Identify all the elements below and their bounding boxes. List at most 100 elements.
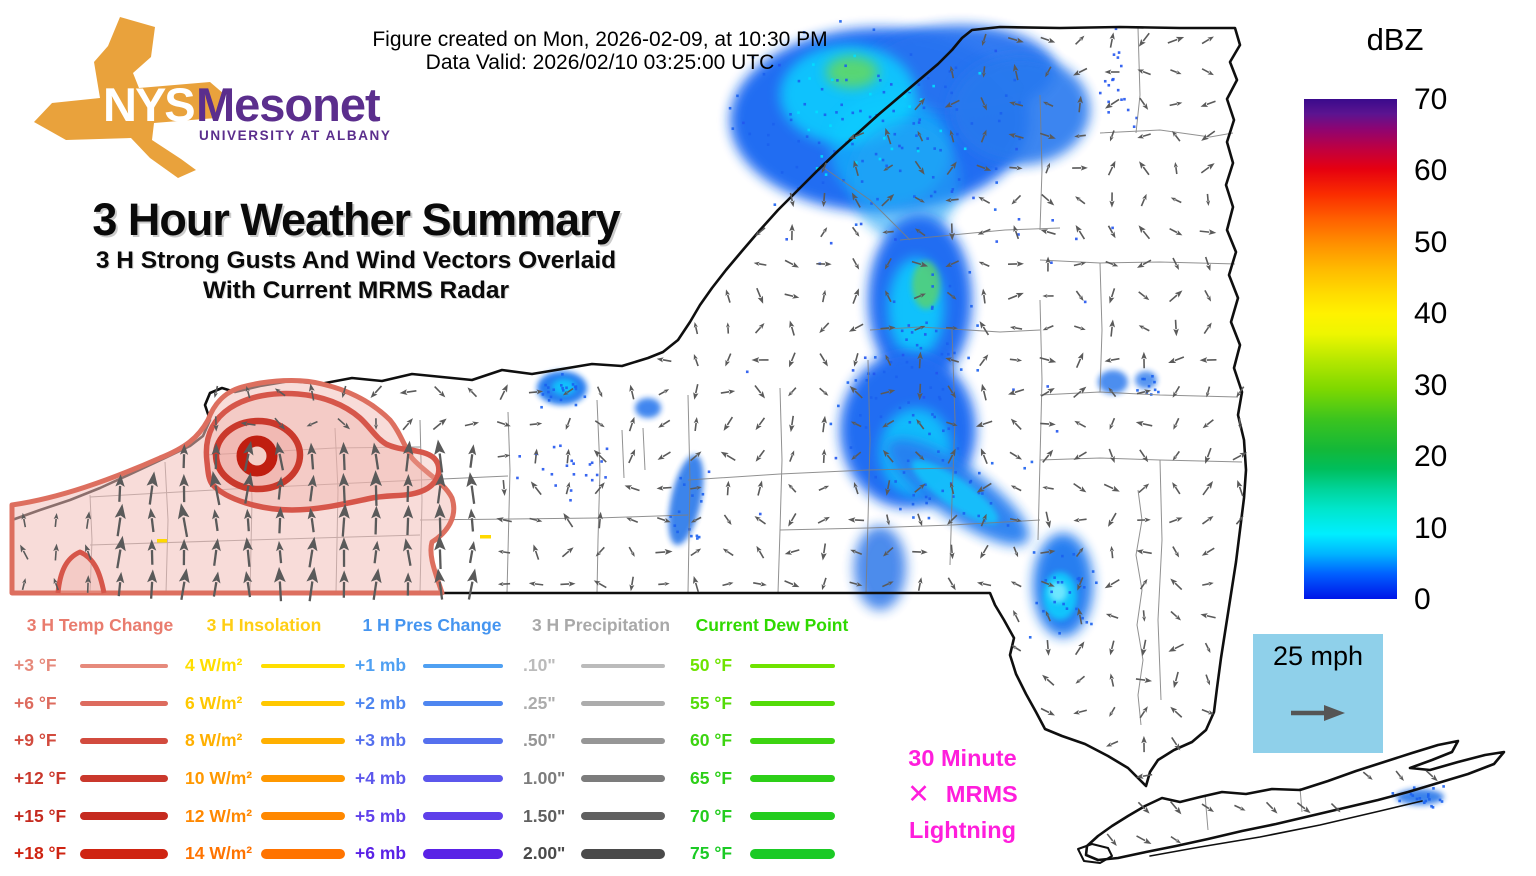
legend-row: 1.50" — [516, 797, 686, 835]
legend-line-swatch — [581, 737, 665, 744]
dbz-colorbar — [1304, 99, 1397, 599]
colorbar-tick: 20 — [1414, 440, 1448, 474]
colorbar-tick: 60 — [1414, 154, 1448, 188]
legend-line-swatch — [750, 737, 835, 744]
legend-row: 12 W/m² — [178, 797, 350, 835]
legend-row-label: +18 °F — [14, 843, 67, 864]
legend-line-swatch — [423, 775, 503, 783]
gust-contours — [9, 377, 457, 596]
legend-column-title: 1 H Pres Change — [362, 615, 502, 635]
legend-line-swatch — [581, 700, 665, 706]
title-block: 3 Hour Weather Summary 3 H Strong Gusts … — [20, 194, 692, 306]
subtitle-line1: 3 H Strong Gusts And Wind Vectors Overla… — [95, 247, 617, 274]
legend-column-title: 3 H Precipitation — [531, 615, 671, 635]
legend-row: +9 °F — [10, 722, 190, 760]
legend-column: 3 H Temp Change +3 °F +6 °F +9 °F +12 °F +15 … — [10, 615, 190, 873]
legend-row: .50" — [516, 722, 686, 760]
logo-tagline-text: UNIVERSITY AT ALBANY — [199, 128, 392, 143]
legend-line-swatch — [581, 811, 665, 821]
legend-line-swatch — [80, 811, 168, 821]
legend-row: +15 °F — [10, 797, 190, 835]
legend-row-label: 55 °F — [690, 692, 733, 713]
insolation-map-dash — [480, 535, 491, 539]
legend-line-swatch — [80, 700, 168, 706]
colorbar-tick: 10 — [1414, 511, 1448, 545]
logo-mesonet-text: Mesonet — [196, 78, 381, 131]
lightning-legend-line1: 30 Minute — [908, 745, 1017, 771]
legend-row-label: +3 mb — [355, 730, 407, 751]
lightning-x-marker-icon: ✕ — [907, 779, 930, 809]
legend-row: 2.00" — [516, 835, 686, 873]
lightning-legend-line3: Lightning — [908, 817, 1016, 843]
legend-line-swatch — [581, 848, 665, 859]
legend-line-swatch — [750, 775, 835, 783]
legend-row-label: .25" — [523, 692, 556, 713]
legend-row: 10 W/m² — [178, 760, 350, 798]
legend-row-label: 1.00" — [523, 768, 566, 789]
legend-line-swatch — [261, 775, 345, 783]
legend-row-label: 60 °F — [690, 730, 733, 751]
legend-row: 55 °F — [686, 685, 858, 723]
legend-line-swatch — [423, 700, 503, 706]
legend-column: 1 H Pres Change +1 mb +2 mb +3 mb +4 mb +5 mb… — [348, 615, 516, 873]
legend-row-label: 1.50" — [523, 805, 566, 826]
legend-row-label: +6 °F — [14, 692, 57, 713]
legend-row-label: 6 W/m² — [185, 692, 243, 713]
legend-line-swatch — [261, 811, 345, 821]
legend-line-swatch — [581, 663, 665, 668]
colorbar-title: dBZ — [1366, 22, 1424, 57]
legend-row-label: 12 W/m² — [185, 805, 253, 826]
legend-row: 6 W/m² — [178, 685, 350, 723]
legend-row-label: 4 W/m² — [185, 655, 243, 676]
legend-line-swatch — [750, 811, 835, 821]
data-valid-text: Data Valid: 2026/02/10 03:25:00 UTC — [425, 51, 775, 74]
legend-line-swatch — [750, 700, 835, 706]
staten-island-outline — [1077, 843, 1113, 864]
legend-line-swatch — [80, 663, 168, 668]
legend-column-title: 3 H Insolation — [206, 615, 322, 635]
legend-row-label: 50 °F — [690, 655, 733, 676]
legend-row: 4 W/m² — [178, 647, 350, 685]
legend-line-swatch — [750, 848, 835, 859]
legend-row: .10" — [516, 647, 686, 685]
legend-row: +12 °F — [10, 760, 190, 798]
legend-row-label: +2 mb — [355, 692, 407, 713]
gust-contour-sw — [55, 549, 107, 594]
legend-row-label: +1 mb — [355, 655, 407, 676]
legend-row-label: .50" — [523, 730, 556, 751]
legend-row-label: +3 °F — [14, 655, 57, 676]
legend-line-swatch — [423, 663, 503, 668]
logo-ny-state-shape — [34, 17, 224, 178]
long-island-outline — [1084, 739, 1506, 862]
legend-row: +6 mb — [348, 835, 516, 873]
subtitle-line2: With Current MRMS Radar — [202, 277, 510, 304]
barrier-island-line — [1149, 800, 1423, 857]
colorbar-tick: 50 — [1414, 225, 1448, 259]
legend-row-label: +5 mb — [355, 805, 407, 826]
legend-row-label: 65 °F — [690, 768, 733, 789]
legend-row: +4 mb — [348, 760, 516, 798]
wind-reference-label: 25 mph — [1272, 641, 1364, 671]
colorbar-tick: 0 — [1414, 583, 1431, 616]
legend-line-swatch — [261, 848, 345, 859]
legend-line-swatch — [261, 663, 345, 668]
legend-row-label: +4 mb — [355, 768, 407, 789]
legend-row: +1 mb — [348, 647, 516, 685]
legend-row: 75 °F — [686, 835, 858, 873]
legend-row: 50 °F — [686, 647, 858, 685]
legend-row: .25" — [516, 685, 686, 723]
legend-row-label: 70 °F — [690, 805, 733, 826]
legend-row-label: 8 W/m² — [185, 730, 243, 751]
wind-reference-arrow-icon — [1291, 705, 1345, 721]
legend-line-swatch — [80, 848, 168, 859]
legend-line-swatch — [423, 811, 503, 821]
legend-row: +3 mb — [348, 722, 516, 760]
legend-row-label: 2.00" — [523, 843, 566, 864]
legend-row: 14 W/m² — [178, 835, 350, 873]
logo-nys-text: NYS — [103, 78, 196, 131]
legend-row: +18 °F — [10, 835, 190, 873]
legend-row: 60 °F — [686, 722, 858, 760]
wind-vector-layer — [20, 32, 1438, 847]
legend-row-label: +15 °F — [14, 805, 67, 826]
